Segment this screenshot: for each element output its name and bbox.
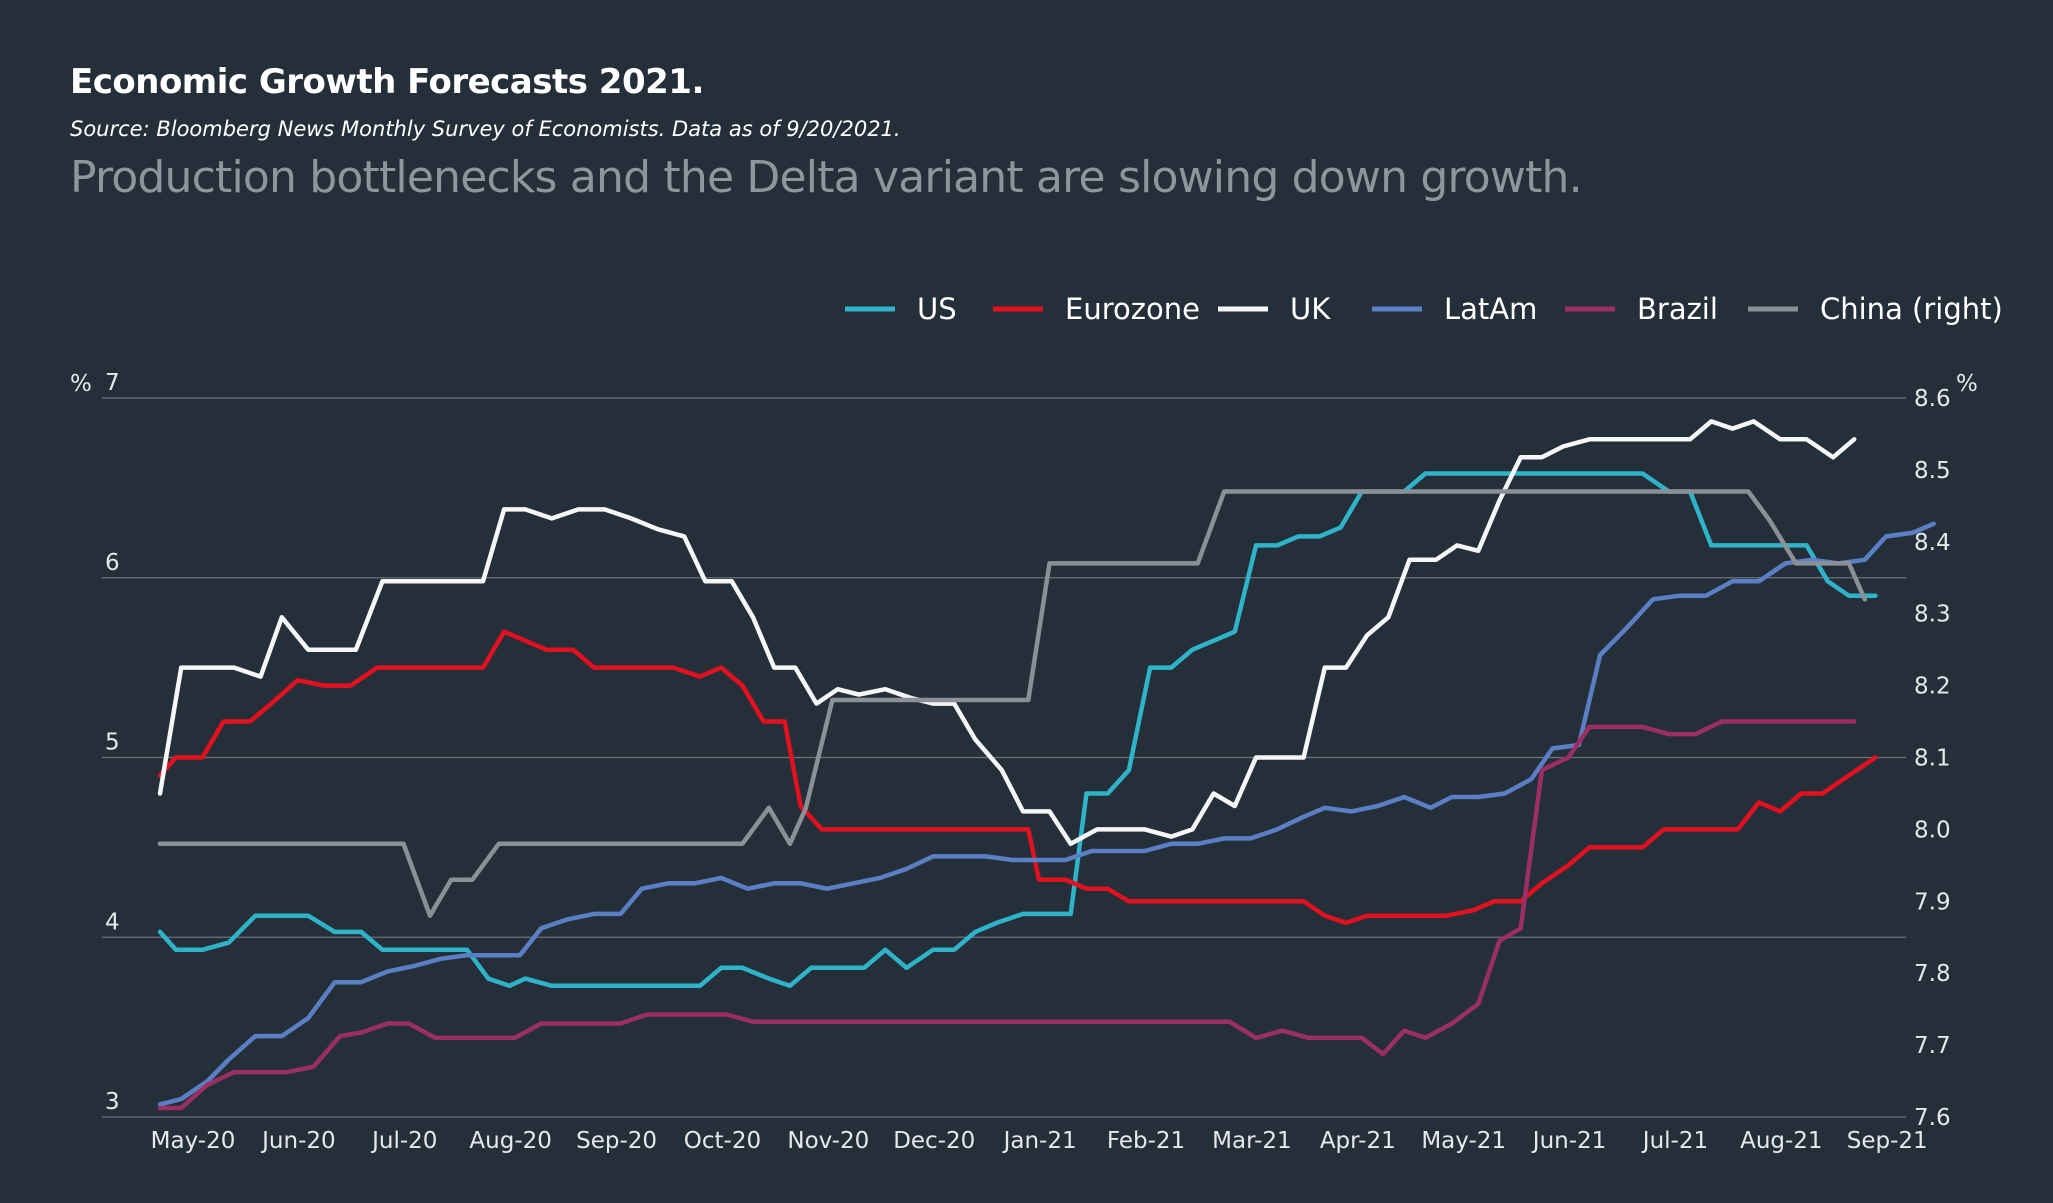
x-tick-label: Nov-20 xyxy=(787,1128,869,1154)
x-tick-label: Aug-20 xyxy=(469,1128,551,1154)
y-right-tick-label: 8.0 xyxy=(1914,817,1951,843)
series-line-uk xyxy=(157,419,1857,847)
series-line-us xyxy=(157,471,1878,989)
legend-label: UK xyxy=(1290,292,1331,326)
y-right-tick-label: 8.5 xyxy=(1914,458,1951,484)
chart-source: Source: Bloomberg News Monthly Survey of… xyxy=(70,117,901,141)
y-right-tick-label: 8.1 xyxy=(1914,746,1951,772)
chart-subtitle: Production bottlenecks and the Delta var… xyxy=(70,152,1583,203)
y-right-tick-label: 7.6 xyxy=(1914,1105,1951,1131)
series-line-latam xyxy=(157,521,1936,1107)
legend-label: US xyxy=(917,292,957,326)
y-right-tick-label: 8.2 xyxy=(1914,674,1951,700)
x-tick-label: Sep-20 xyxy=(576,1128,657,1154)
y-left-tick-label: 7 xyxy=(105,370,120,396)
legend-item-china-right: China (right) xyxy=(1748,292,2003,326)
x-tick-label: Oct-20 xyxy=(684,1128,761,1154)
y-right-tick-label: 8.6 xyxy=(1914,386,1951,412)
x-tick-label: Feb-21 xyxy=(1107,1128,1185,1154)
x-tick-label: Apr-21 xyxy=(1320,1128,1396,1154)
y-right-tick-label: 7.9 xyxy=(1914,889,1951,915)
gridlines xyxy=(102,397,1906,1118)
y-right-tick-label: 7.7 xyxy=(1914,1033,1951,1059)
left-axis-unit: % xyxy=(70,371,92,397)
legend-item-eurozone: Eurozone xyxy=(993,292,1200,326)
series-line-china-right xyxy=(157,489,1868,918)
x-tick-label: Jul-21 xyxy=(1641,1128,1708,1154)
series-lines xyxy=(157,419,1936,1111)
chart-title: Economic Growth Forecasts 2021. xyxy=(70,62,704,102)
legend-label: LatAm xyxy=(1444,292,1537,326)
x-tick-label: Jan-21 xyxy=(1002,1128,1077,1154)
x-tick-label: Jul-20 xyxy=(370,1128,437,1154)
series-line-eurozone xyxy=(157,629,1878,926)
y-right-tick-label: 7.8 xyxy=(1914,961,1951,987)
legend-item-brazil: Brazil xyxy=(1565,292,1718,326)
legend-label: Eurozone xyxy=(1065,292,1200,326)
legend-item-uk: UK xyxy=(1218,292,1331,326)
y-right-tick-label: 8.3 xyxy=(1914,602,1951,628)
legend: US Eurozone UK LatAm Brazil China (right) xyxy=(845,292,2003,326)
right-axis-unit: % xyxy=(1956,371,1978,397)
x-tick-label: Dec-20 xyxy=(893,1128,975,1154)
legend-label: Brazil xyxy=(1637,292,1718,326)
x-tick-label: Sep-21 xyxy=(1847,1128,1928,1154)
y-left-tick-label: 4 xyxy=(105,909,120,935)
y-left-tick-label: 5 xyxy=(105,730,120,756)
x-tick-label: May-20 xyxy=(151,1128,236,1154)
y-left-tick-label: 6 xyxy=(105,550,120,576)
x-tick-label: Aug-21 xyxy=(1740,1128,1822,1154)
legend-label: China (right) xyxy=(1820,292,2003,326)
axis-labels: % % 3 4 5 6 7 7.6 7.7 7.8 7.9 8.0 8.1 8.2 8.3 8.4 8.5 8… xyxy=(70,370,1978,1154)
x-tick-label: Mar-21 xyxy=(1212,1128,1292,1154)
y-right-tick-label: 8.4 xyxy=(1914,530,1951,556)
legend-item-us: US xyxy=(845,292,957,326)
legend-item-latam: LatAm xyxy=(1372,292,1537,326)
y-left-tick-label: 3 xyxy=(105,1089,120,1115)
series-line-brazil xyxy=(157,719,1857,1111)
x-tick-label: May-21 xyxy=(1421,1128,1506,1154)
x-tick-label: Jun-20 xyxy=(260,1128,336,1154)
x-tick-label: Jun-21 xyxy=(1531,1128,1607,1154)
